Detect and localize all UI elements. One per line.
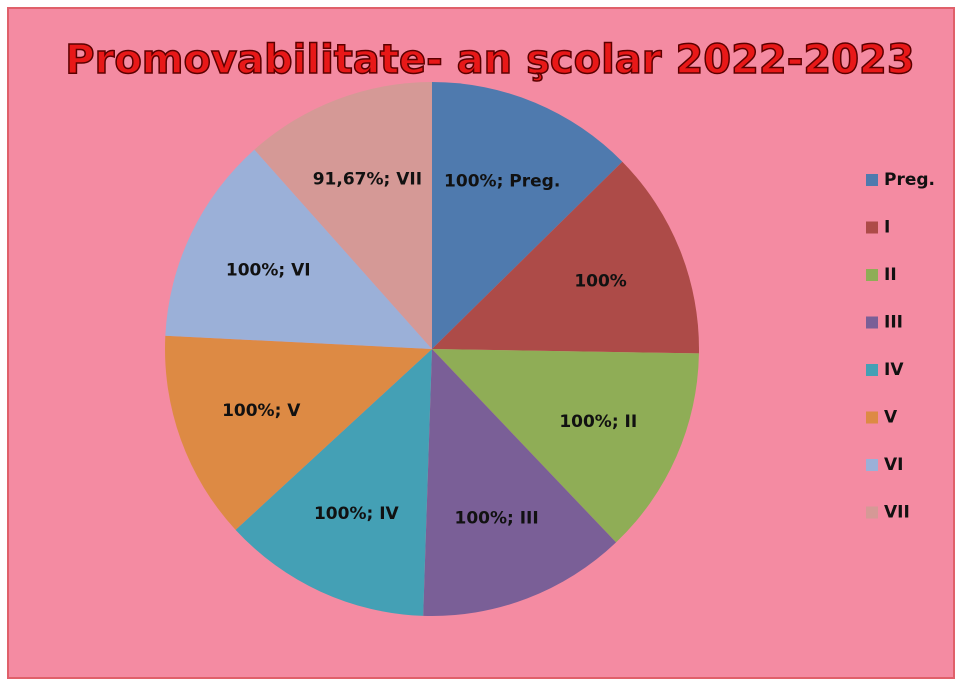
pie-slice	[235, 349, 432, 616]
legend-label: VI	[884, 455, 903, 475]
data-label: 100%; VI	[226, 261, 311, 281]
data-label: 100%; II	[559, 412, 637, 432]
legend-label: IV	[884, 360, 904, 380]
legend-swatch	[866, 316, 878, 329]
legend-swatch	[866, 269, 878, 281]
legend-label: V	[884, 408, 898, 428]
data-label: 100%	[574, 272, 627, 292]
legend-swatch	[866, 459, 878, 471]
legend-label: I	[884, 218, 890, 238]
legend-label: III	[884, 313, 903, 333]
legend-label: Preg.	[884, 170, 935, 190]
data-label: 100%; III	[454, 509, 538, 529]
legend-label: VII	[884, 503, 910, 523]
data-label: 100%; V	[222, 401, 301, 421]
pie-slice	[165, 335, 432, 530]
pie-slice	[423, 349, 617, 616]
pie-slice	[432, 82, 623, 349]
chart-title: Promovabilitate- an şcolar 2022-2023	[65, 37, 914, 83]
legend-swatch	[866, 221, 878, 234]
data-label: 100%; Preg.	[444, 172, 560, 192]
legend-swatch	[866, 506, 878, 519]
data-label: 100%; IV	[314, 504, 400, 524]
pie-slice	[254, 82, 432, 349]
data-label: 91,67%; VII	[313, 169, 422, 189]
pie-slice	[432, 349, 699, 543]
legend-swatch	[866, 364, 878, 376]
legend-swatch	[866, 411, 878, 424]
legend-swatch	[866, 174, 878, 186]
pie-slice	[432, 161, 700, 354]
pie-slice	[165, 149, 432, 349]
legend-label: II	[884, 265, 897, 285]
